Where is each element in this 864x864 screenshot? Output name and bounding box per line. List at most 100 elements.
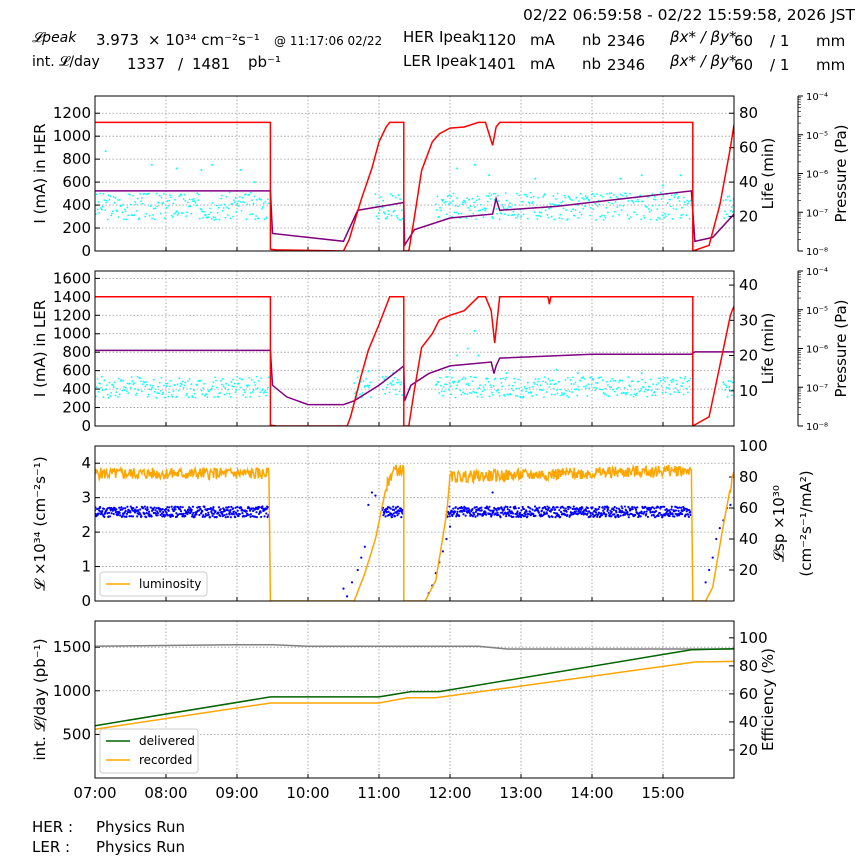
lum-specific-point <box>166 514 169 517</box>
her-life-point <box>233 201 236 204</box>
lum-specific-point <box>526 515 529 518</box>
int-xtick-label: 12:00 <box>428 784 471 802</box>
her-life-point <box>134 201 136 203</box>
her-life-point <box>652 204 654 207</box>
lum-specific-point <box>458 514 461 518</box>
int-y2tick-label: 80 <box>739 657 758 675</box>
her-life-point <box>598 203 601 206</box>
lum-specific-point <box>182 512 185 515</box>
her-life-point <box>250 199 253 202</box>
her-life-point <box>102 192 105 195</box>
ler-life-point <box>156 392 159 395</box>
ler-life-point <box>263 391 266 393</box>
lum-specific-point <box>120 506 123 509</box>
ler-life-point <box>245 384 248 387</box>
her-life-point <box>162 201 165 204</box>
lum-specific-point <box>685 510 688 513</box>
lum-specific-point <box>667 512 670 515</box>
her-life-point <box>537 214 540 217</box>
her-life-point <box>158 194 161 197</box>
her-life-point <box>158 201 160 204</box>
ler-life-point <box>614 379 617 382</box>
her-life-point <box>160 196 163 199</box>
her-life-point <box>220 197 222 200</box>
lum-specific-point <box>448 525 452 528</box>
her-life-point <box>629 192 631 195</box>
ler-life-point <box>185 394 188 397</box>
her-life-point <box>488 192 491 195</box>
her-life-point <box>529 191 532 194</box>
ler-life-point <box>615 388 618 390</box>
ler-life-point <box>609 380 612 383</box>
ler-life-point <box>566 376 569 379</box>
ler-life-point <box>549 380 551 382</box>
ler-life-point <box>169 385 171 388</box>
lum-specific-point <box>552 506 555 509</box>
lum-specific-point <box>390 516 394 519</box>
lum-specific-point <box>574 510 578 513</box>
her-ytick-label: 1000 <box>53 127 91 145</box>
her-life-point <box>612 193 615 196</box>
her-life-point <box>455 211 458 214</box>
her-life-point <box>229 217 232 220</box>
lum-specific-point <box>559 510 563 514</box>
ler-life-point <box>513 377 516 380</box>
lum-specific-point <box>686 513 690 516</box>
ler-life-point <box>689 377 692 380</box>
lum-specific-point <box>195 513 198 516</box>
her-life-point <box>687 202 689 205</box>
ler-life-point <box>504 378 507 381</box>
her-pressure-tick-label: 10⁻⁶ <box>806 170 828 181</box>
her-life-point <box>183 193 186 196</box>
her-life-point <box>154 207 157 210</box>
ler-life-point <box>538 388 541 391</box>
her-life-point <box>670 205 672 208</box>
ler-life-point <box>248 376 251 379</box>
lum-specific-point <box>183 509 186 512</box>
her-life-point <box>374 193 377 196</box>
lum-specific-point <box>496 511 499 514</box>
her-life-point <box>532 195 535 198</box>
ler-life-point <box>623 392 625 394</box>
ler-life-point <box>491 391 493 394</box>
lum-specific-point <box>532 512 535 516</box>
her-life-point <box>517 213 520 216</box>
ler-life-point <box>559 388 562 391</box>
lum-specific-point <box>360 556 363 559</box>
int-lum-recorded: 1481 <box>192 55 231 73</box>
lum-specific-point <box>643 510 646 514</box>
lum-specific-point <box>454 506 457 509</box>
her-life-point <box>182 198 185 200</box>
her-life-point <box>134 203 137 206</box>
her-life-point <box>607 211 609 214</box>
ler-life-point <box>230 381 233 383</box>
her-life-point <box>232 199 235 202</box>
lum-specific-point <box>108 515 112 518</box>
her-life-point <box>514 203 516 206</box>
her-life-point <box>392 211 395 213</box>
lum-specific-point <box>606 508 610 511</box>
ler-life-point <box>135 392 138 395</box>
lum-specific-point <box>627 505 630 509</box>
ler-life-point <box>618 381 620 383</box>
ler-life-point <box>675 379 677 382</box>
ler-life-point <box>400 381 403 384</box>
lum-specific-point <box>687 515 690 519</box>
lum-specific-point <box>569 506 572 509</box>
her-life-point <box>252 202 255 205</box>
ler-life-point <box>222 385 225 388</box>
ler-frame <box>94 270 735 427</box>
ler-life-point <box>398 390 401 393</box>
ler-life-point <box>364 384 367 387</box>
ler-life-point <box>362 380 365 383</box>
ler-life-point <box>254 384 257 386</box>
her-life-point <box>532 201 534 203</box>
her-life-point <box>262 202 265 205</box>
lum-specific-point <box>589 514 592 517</box>
lum-specific-point <box>658 511 661 515</box>
lum-specific-point <box>572 513 575 516</box>
her-life-point <box>204 214 207 217</box>
her-life-point <box>212 216 215 218</box>
lum-specific-point <box>201 510 204 513</box>
